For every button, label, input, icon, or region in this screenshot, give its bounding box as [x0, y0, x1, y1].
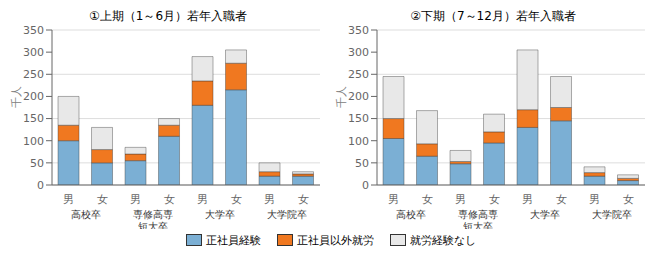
- html-text:正社員以外就労: 正社員以外就労: [296, 233, 374, 247]
- svg-text:短大卒: 短大卒: [138, 221, 168, 229]
- svg-text:0: 0: [37, 179, 44, 192]
- svg-text:50: 50: [30, 157, 44, 170]
- svg-text:150: 150: [23, 112, 44, 125]
- svg-text:千人: 千人: [10, 86, 23, 108]
- svg-text:男: 男: [130, 193, 141, 206]
- svg-text:男: 男: [589, 193, 600, 206]
- html-text:正社員経験: 正社員経験: [205, 233, 261, 247]
- svg-text:女: 女: [231, 193, 242, 206]
- svg-text:男: 男: [264, 193, 275, 206]
- svg-text:女: 女: [97, 193, 108, 206]
- svg-text:専修高専: 専修高専: [133, 209, 173, 220]
- svg-text:100: 100: [348, 135, 369, 148]
- svg-text:100: 100: [23, 135, 44, 148]
- svg-text:200: 200: [348, 90, 369, 103]
- svg-text:男: 男: [63, 193, 74, 206]
- svg-text:350: 350: [348, 24, 369, 37]
- html-text:就労経験なし: 就労経験なし: [409, 233, 476, 247]
- svg-text:0: 0: [362, 179, 369, 192]
- svg-text:200: 200: [23, 90, 44, 103]
- svg-text:女: 女: [164, 193, 175, 206]
- svg-text:女: 女: [298, 193, 309, 206]
- svg-text:千人: 千人: [335, 86, 348, 108]
- svg-text:専修高専: 専修高専: [458, 209, 498, 220]
- svg-text:短大卒: 短大卒: [463, 221, 493, 229]
- svg-text:男: 男: [388, 193, 399, 206]
- svg-text:女: 女: [422, 193, 433, 206]
- svg-text:大学院卒: 大学院卒: [267, 209, 307, 220]
- html-text:②下期（7～12月）若年入職者: ②下期（7～12月）若年入職者: [410, 9, 576, 23]
- svg-text:高校卒: 高校卒: [71, 209, 101, 220]
- svg-text:50: 50: [355, 157, 369, 170]
- svg-text:女: 女: [623, 193, 634, 206]
- svg-text:男: 男: [522, 193, 533, 206]
- svg-text:女: 女: [489, 193, 500, 206]
- svg-text:300: 300: [348, 46, 369, 59]
- svg-text:大学卒: 大学卒: [530, 209, 560, 220]
- svg-text:350: 350: [23, 24, 44, 37]
- svg-text:250: 250: [348, 68, 369, 81]
- svg-text:150: 150: [348, 112, 369, 125]
- svg-text:男: 男: [455, 193, 466, 206]
- svg-text:大学卒: 大学卒: [205, 209, 235, 220]
- svg-text:300: 300: [23, 46, 44, 59]
- html-text:①上期（1～6月）若年入職者: ①上期（1～6月）若年入職者: [89, 9, 247, 23]
- svg-text:250: 250: [23, 68, 44, 81]
- svg-text:男: 男: [197, 193, 208, 206]
- svg-text:高校卒: 高校卒: [396, 209, 426, 220]
- svg-text:女: 女: [556, 193, 567, 206]
- svg-text:大学院卒: 大学院卒: [592, 209, 632, 220]
